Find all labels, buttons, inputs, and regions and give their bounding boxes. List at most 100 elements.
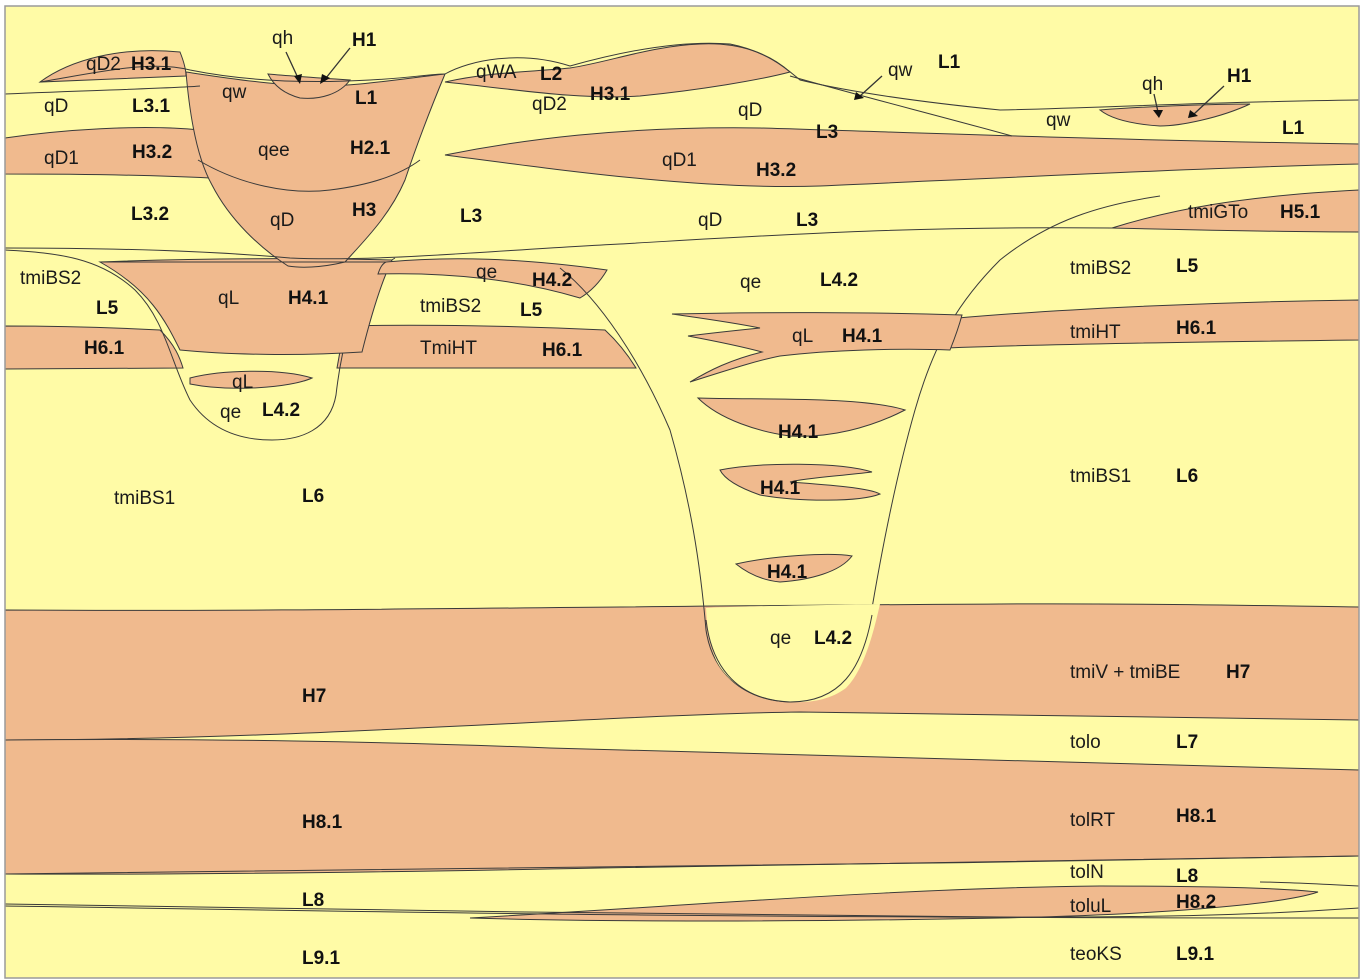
label-h6-1-left: H6.1 bbox=[84, 338, 125, 359]
label-h7-left: H7 bbox=[302, 686, 326, 707]
label-tmibs1-right: tmiBS1 bbox=[1070, 466, 1131, 487]
arrow-head-qh-left bbox=[294, 74, 302, 84]
label-l7: L7 bbox=[1176, 732, 1198, 753]
label-ql-channel: qL bbox=[792, 326, 813, 347]
label-l1-left: L1 bbox=[355, 88, 378, 109]
label-qe-bottom: qe bbox=[770, 628, 791, 649]
label-l2: L2 bbox=[540, 64, 562, 85]
label-tolo: tolo bbox=[1070, 732, 1101, 753]
label-l6-left: L6 bbox=[302, 486, 324, 507]
unit-h8-2 bbox=[469, 885, 1319, 922]
arrow-head-qw-mid bbox=[854, 92, 864, 100]
label-qd2-mid: qD2 bbox=[532, 94, 567, 115]
boundary-l3-top bbox=[4, 85, 201, 95]
label-h8-1-right: H8.1 bbox=[1176, 806, 1217, 827]
label-qh-right: qh bbox=[1142, 74, 1163, 95]
label-h4-1-a: H4.1 bbox=[778, 422, 819, 443]
arrow-h1-right bbox=[1193, 85, 1225, 115]
frame bbox=[4, 5, 1360, 979]
label-l1-mid: L1 bbox=[938, 52, 961, 73]
label-tmibs1-left: tmiBS1 bbox=[114, 488, 175, 509]
label-h6-1-right: H6.1 bbox=[1176, 318, 1217, 339]
unit-h2-1-h3 bbox=[185, 71, 446, 268]
label-teoks: teoKS bbox=[1070, 944, 1122, 965]
unit-h4-1-finger bbox=[671, 312, 963, 383]
label-tmibs2-right: tmiBS2 bbox=[1070, 258, 1131, 279]
label-qd1-mid: qD1 bbox=[662, 150, 697, 171]
label-h2-1: H2.1 bbox=[350, 138, 391, 159]
label-l8-right: L8 bbox=[1176, 866, 1198, 887]
arrow-head-qh-right bbox=[1153, 110, 1163, 118]
label-h3-1-mid: H3.1 bbox=[590, 84, 631, 105]
label-h7-right: H7 bbox=[1226, 662, 1250, 683]
arrow-head-h1-left bbox=[320, 74, 330, 84]
label-l4-2-bottom: L4.2 bbox=[814, 628, 852, 649]
arrow-qw-mid bbox=[859, 75, 883, 97]
label-qwa: qWA bbox=[476, 62, 517, 83]
label-toln: tolN bbox=[1070, 862, 1104, 883]
label-qh-left: qh bbox=[272, 28, 293, 49]
arrow-h1-left bbox=[325, 47, 351, 79]
label-qd-mid: qD bbox=[738, 100, 762, 121]
label-h4-1-b: H4.1 bbox=[760, 478, 801, 499]
label-h3-channel: H3 bbox=[352, 200, 376, 221]
label-qd2-top: qD2 bbox=[86, 54, 121, 75]
label-l3-mid-right: L3 bbox=[816, 122, 838, 143]
label-ql-lens: qL bbox=[232, 372, 253, 393]
label-tmiht-right: tmiHT bbox=[1070, 322, 1121, 343]
unit-h4-2 bbox=[377, 258, 608, 299]
label-h1-right: H1 bbox=[1227, 66, 1252, 87]
label-l1-right: L1 bbox=[1282, 118, 1305, 139]
label-qe-small: qe bbox=[476, 262, 497, 283]
boundary-l3-base bbox=[4, 227, 1113, 260]
label-ql-left: qL bbox=[218, 288, 239, 309]
label-qe-channel: qe bbox=[740, 272, 761, 293]
label-qw-left: qw bbox=[222, 82, 247, 103]
boundary-l7 bbox=[1259, 881, 1360, 887]
arrow-head-h1-right bbox=[1188, 110, 1198, 118]
label-qe-left: qe bbox=[220, 402, 241, 423]
label-tmiv-tmibe: tmiV + tmiBE bbox=[1070, 662, 1180, 683]
label-h8-2: H8.2 bbox=[1176, 892, 1216, 913]
label-h6-1-mid: H6.1 bbox=[542, 340, 583, 361]
label-h3-2-mid: H3.2 bbox=[756, 160, 796, 181]
label-tmigto: tmiGTo bbox=[1188, 202, 1248, 223]
label-qee: qee bbox=[258, 140, 290, 161]
label-tmiht-mid: TmiHT bbox=[420, 338, 477, 359]
label-l4-2-left: L4.2 bbox=[262, 400, 300, 421]
unit-h4-1-lens-a bbox=[696, 397, 907, 437]
label-l5-left: L5 bbox=[96, 298, 119, 319]
label-qw-right: qw bbox=[1046, 110, 1071, 131]
unit-h3-2-left bbox=[4, 127, 211, 179]
unit-h6-1-mid bbox=[336, 324, 637, 369]
label-h4-1-d: H4.1 bbox=[767, 562, 808, 583]
boundary-qw-base bbox=[789, 75, 1013, 137]
label-h8-1-left: H8.1 bbox=[302, 812, 343, 833]
label-l3-mid: L3 bbox=[460, 206, 482, 227]
label-qd-low: qD bbox=[698, 210, 722, 231]
channel-right-bottom bbox=[705, 614, 873, 703]
unit-h4-1-lens-b bbox=[719, 463, 882, 501]
label-l5-right: L5 bbox=[1176, 256, 1199, 277]
label-qw-mid: qw bbox=[888, 60, 913, 81]
unit-qe-channel-bottom bbox=[706, 604, 880, 703]
unit-h1-right bbox=[1098, 103, 1251, 127]
label-l6-right: L6 bbox=[1176, 466, 1198, 487]
label-l3-low: L3 bbox=[796, 210, 818, 231]
label-l9-1-left: L9.1 bbox=[302, 948, 340, 969]
boundary-qee-qd bbox=[197, 159, 421, 192]
unit-h6-1-left bbox=[4, 325, 184, 370]
label-l8-left: L8 bbox=[302, 890, 324, 911]
label-l3-1: L3.1 bbox=[132, 96, 170, 117]
unit-h3-1-left bbox=[38, 50, 187, 83]
unit-h4-1-lens-c bbox=[734, 553, 853, 583]
label-l4-2-channel: L4.2 bbox=[820, 270, 858, 291]
label-l3-2: L3.2 bbox=[131, 204, 169, 225]
boundary-ground-surface bbox=[39, 42, 1360, 111]
label-h4-1-left: H4.1 bbox=[288, 288, 329, 309]
label-h3-1-top: H3.1 bbox=[131, 54, 172, 75]
label-h3-2-left: H3.2 bbox=[132, 142, 172, 163]
label-l5-mid: L5 bbox=[520, 300, 543, 321]
label-l9-1-right: L9.1 bbox=[1176, 944, 1214, 965]
